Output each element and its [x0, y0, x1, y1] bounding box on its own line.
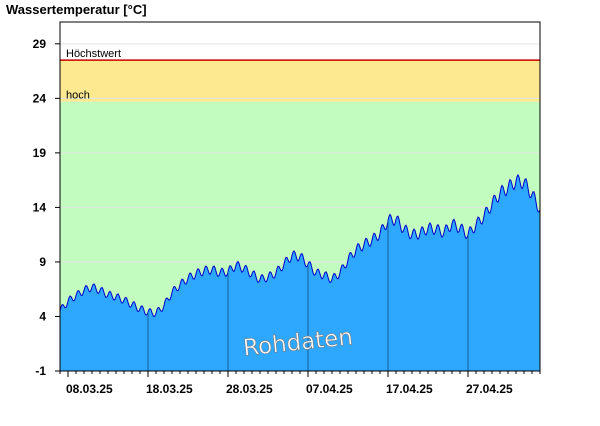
y-tick-label: 9: [39, 255, 46, 269]
y-tick-label: 14: [33, 200, 47, 214]
y-tick-label: 29: [33, 37, 47, 51]
y-tick-label: 19: [33, 146, 47, 160]
x-tick-label: 27.04.25: [466, 382, 513, 396]
high-band-label: hoch: [66, 90, 90, 102]
x-tick-label: 07.04.25: [306, 382, 353, 396]
max-value-label: Höchstwert: [66, 48, 121, 60]
y-axis-ticks: -1 4 9 14 19 24 29: [33, 37, 60, 378]
threshold-bands: Höchstwert hoch: [60, 48, 540, 102]
x-tick-label: 28.03.25: [226, 382, 273, 396]
series-area: [59, 173, 541, 371]
series-line: [59, 173, 541, 318]
x-tick-label: 18.03.25: [146, 382, 193, 396]
y-tick-label: -1: [35, 364, 46, 378]
y-tick-label: 24: [33, 91, 47, 105]
x-tick-label: 08.03.25: [66, 382, 113, 396]
series-fill: [60, 174, 540, 371]
high-range-band: [60, 60, 540, 102]
chart-title: Wassertemperatur [°C]: [6, 2, 147, 17]
y-tick-label: 4: [39, 309, 46, 323]
x-tick-label: 17.04.25: [386, 382, 433, 396]
x-axis-ticks: 08.03.25 18.03.25 28.03.25 07.04.25 17.04.25…: [59, 371, 541, 396]
date-marker-lines: [147, 220, 469, 371]
